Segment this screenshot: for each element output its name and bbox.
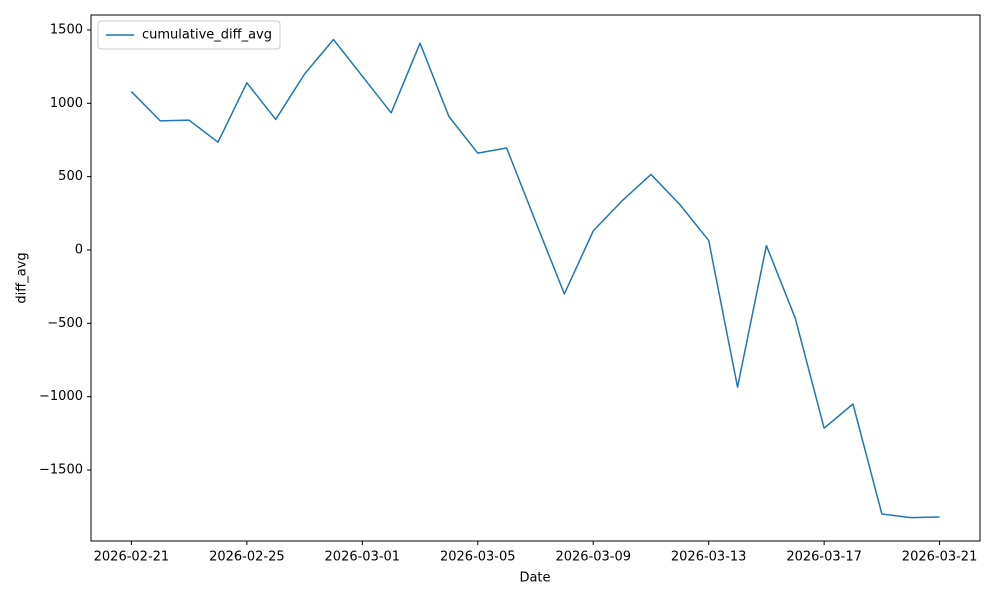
x-tick-label: 2026-03-13: [671, 550, 747, 565]
x-axis-label: Date: [519, 571, 550, 586]
y-tick-label: 1500: [50, 22, 83, 37]
x-tick-label: 2026-03-01: [325, 550, 401, 565]
line: [130, 38, 940, 519]
x-tick-label: 2026-02-25: [209, 550, 285, 565]
y-tick-label: 0: [75, 242, 83, 257]
x-tick-label: 2026-03-17: [786, 550, 862, 565]
y-tick-label: −500: [47, 316, 83, 331]
y-tick-label: 500: [58, 169, 83, 184]
y-axis-label: diff_avg: [15, 252, 30, 303]
x-tick-label: 2026-03-09: [555, 550, 631, 565]
legend-box: [97, 20, 281, 50]
legend-label: cumulative_diff_avg: [142, 28, 272, 43]
plot-frame: [90, 14, 981, 542]
y-tick-label: 1000: [50, 96, 83, 111]
y-tick-label: −1500: [39, 463, 83, 478]
y-tick-label: −1000: [39, 389, 83, 404]
x-tick-label: 2026-02-21: [94, 550, 170, 565]
x-tick-label: 2026-03-05: [440, 550, 516, 565]
x-tick-label: 2026-03-21: [902, 550, 978, 565]
